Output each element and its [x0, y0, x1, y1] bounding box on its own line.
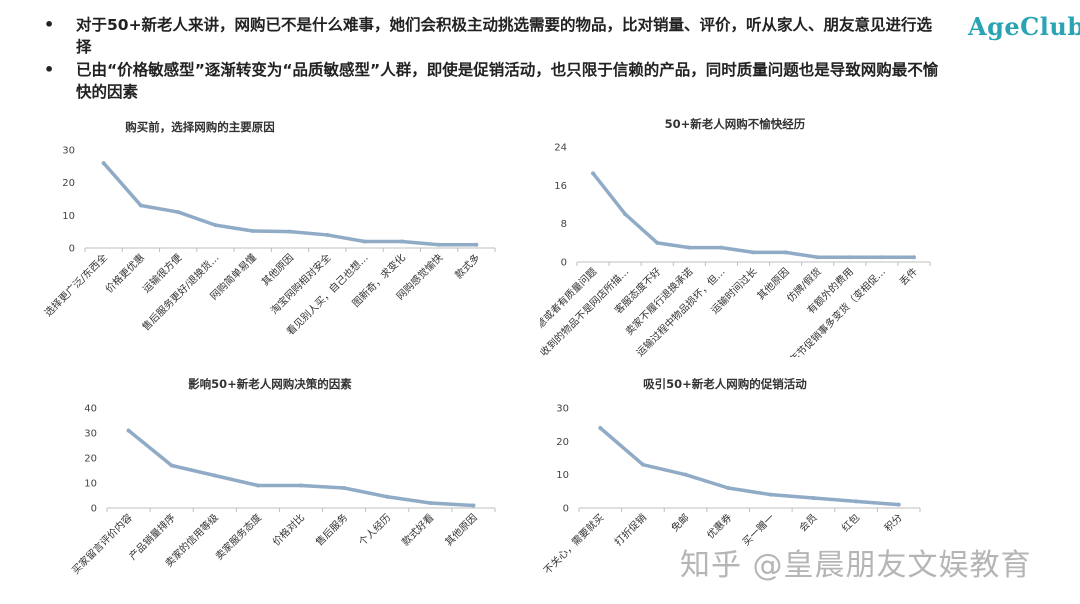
brand-logo: AgeClub: [968, 12, 1080, 41]
y-tick-label: 24: [554, 143, 567, 154]
x-tick-label: 其他原因: [259, 251, 296, 288]
data-point: [847, 255, 852, 260]
data-point: [385, 494, 390, 499]
chart-unpleasant-experiences: 50+新老人网购不愉快经历081624不合心意或者有质量问题收到的物品不是网店所…: [540, 117, 931, 357]
data-point: [751, 250, 756, 255]
x-tick-label: 不关心，需要就买: [541, 511, 607, 577]
x-tick-label: 免邮: [668, 511, 691, 534]
chart-title: 购买前，选择网购的主要原因: [125, 120, 275, 134]
x-tick-label: 款式多: [452, 251, 482, 281]
data-point: [176, 210, 181, 215]
x-tick-label: 售后服务: [313, 511, 350, 548]
y-tick-label: 40: [84, 404, 97, 415]
data-point: [811, 496, 816, 500]
x-tick-label: 积分: [882, 512, 905, 535]
data-point: [169, 463, 174, 468]
y-tick-label: 10: [556, 470, 569, 481]
data-point: [591, 171, 596, 176]
data-point: [474, 242, 479, 247]
x-tick-label: 丢件: [897, 266, 920, 289]
x-tick-label: 优惠券: [704, 511, 734, 541]
data-point: [719, 245, 724, 250]
data-point: [783, 250, 788, 255]
x-tick-label: 红包: [839, 511, 862, 534]
series-line: [591, 171, 916, 259]
y-tick-label: 0: [91, 504, 97, 515]
y-tick-label: 0: [561, 258, 567, 269]
y-tick-label: 30: [62, 146, 75, 157]
data-point: [471, 503, 476, 508]
bullet-marker: •: [44, 60, 55, 79]
y-tick-label: 30: [84, 429, 97, 440]
x-tick-label: 价格更优惠: [102, 251, 147, 296]
y-tick-label: 10: [62, 211, 75, 222]
bullet-text: 已由“价格敏感型”逐渐转变为“品质敏感型”人群，即使是促销活动，也只限于信赖的产…: [76, 61, 939, 101]
data-point: [687, 245, 692, 250]
data-point: [126, 428, 131, 433]
x-tick-label: 买家留言评价内容: [69, 511, 135, 577]
chart-decision-factors: 影响50+新老人网购决策的因素010203040买家留言评价内容产品销量排序卖家…: [69, 377, 496, 577]
y-tick-label: 0: [563, 504, 569, 515]
data-point: [768, 492, 773, 497]
bullet-list: • 对于50+新老人来讲，网购已不是什么难事，她们会积极主动挑选需要的物品，比对…: [40, 14, 940, 104]
data-point: [815, 255, 820, 260]
watermark: 知乎 @皇晨朋友文娱教育: [680, 548, 1032, 583]
series-line: [126, 428, 476, 508]
data-point: [250, 229, 255, 234]
data-point: [428, 501, 433, 505]
chart-promotions: 吸引50+新老人网购的促销活动0102030不关心，需要就买 打折促销 免邮 优惠券买…: [541, 377, 921, 577]
data-point: [212, 473, 217, 478]
x-tick-label: 其他原因: [442, 511, 479, 548]
data-point: [325, 232, 330, 237]
data-point: [854, 499, 859, 504]
data-point: [299, 483, 303, 488]
x-tick-label: 价格对比: [270, 511, 307, 548]
data-point: [138, 203, 143, 208]
series-line: [598, 426, 901, 507]
y-tick-label: 0: [69, 244, 75, 255]
bullet-item: • 对于50+新老人来讲，网购已不是什么难事，她们会积极主动挑选需要的物品，比对…: [40, 14, 940, 58]
chart-purchase-reasons: 购买前，选择网购的主要原因0102030选择更广泛/东西全价格更优惠运输很方便售…: [42, 120, 496, 338]
data-point: [362, 239, 367, 244]
data-point: [342, 486, 347, 490]
x-tick-label: 会员: [796, 511, 819, 534]
y-tick-label: 10: [84, 479, 97, 490]
bullet-marker: •: [44, 15, 55, 34]
x-tick-label: 选择更广泛/东西全: [42, 251, 110, 319]
chart-title: 吸引50+新老人网购的促销活动: [643, 377, 807, 391]
data-point: [288, 229, 292, 234]
bullet-text: 对于50+新老人来讲，网购已不是什么难事，她们会积极主动挑选需要的物品，比对销量…: [76, 16, 933, 56]
x-tick-label: 卖家服务态度: [212, 511, 264, 563]
data-point: [655, 240, 660, 245]
data-point: [437, 242, 442, 247]
data-point: [399, 239, 404, 244]
data-point: [911, 255, 916, 260]
chart-title: 影响50+新老人网购决策的因素: [188, 377, 352, 391]
data-point: [255, 483, 260, 488]
y-tick-label: 8: [561, 219, 567, 230]
x-tick-label: 个人经历: [356, 511, 393, 548]
y-tick-label: 20: [84, 454, 97, 465]
y-tick-label: 20: [556, 437, 569, 448]
bullet-item: • 已由“价格敏感型”逐渐转变为“品质敏感型”人群，即使是促销活动，也只限于信赖…: [40, 59, 940, 103]
y-tick-label: 20: [62, 178, 75, 189]
data-point: [896, 502, 901, 507]
data-point: [623, 212, 628, 217]
data-point: [213, 223, 218, 228]
data-point: [598, 426, 603, 430]
data-point: [640, 462, 645, 467]
y-tick-label: 30: [556, 404, 569, 415]
data-point: [726, 486, 731, 490]
data-point: [101, 161, 106, 166]
x-tick-label: 打折促销: [612, 511, 649, 548]
data-point: [879, 255, 884, 260]
data-point: [683, 472, 688, 477]
chart-title: 50+新老人网购不愉快经历: [665, 117, 806, 131]
y-tick-label: 16: [554, 181, 567, 192]
x-tick-label: 款式好看: [399, 511, 436, 548]
